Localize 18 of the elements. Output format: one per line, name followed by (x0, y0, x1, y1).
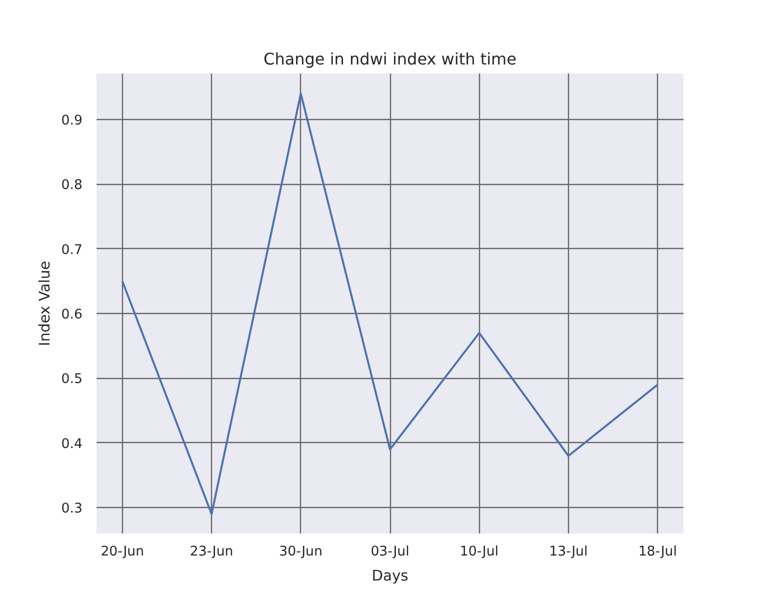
y-tick-label: 0.5 (61, 372, 83, 388)
y-tick-label: 0.3 (61, 502, 83, 517)
line-series (121, 92, 659, 516)
x-axis-title: Days (372, 568, 408, 584)
x-tick-label: 20-Jun (100, 544, 144, 560)
y-tick-label: 0.6 (61, 308, 83, 323)
y-tick-label: 0.4 (61, 436, 83, 452)
y-tick-label: 0.7 (61, 242, 83, 258)
x-tick-label: 23-Jun (190, 544, 234, 560)
x-tick-label: 13-Jul (549, 544, 588, 560)
x-tick-label: 30-Jun (279, 544, 322, 560)
y-tick-label: 0.8 (61, 178, 83, 194)
chart-title: Change in ndwi index with time (264, 50, 516, 68)
x-tick-label: 10-Jul (460, 544, 499, 560)
x-tick-label: 18-Jul (638, 544, 677, 560)
y-axis-title: Index Value (36, 260, 54, 346)
y-tick-label: 0.9 (61, 113, 83, 128)
x-tick-label: 03-Jul (370, 544, 410, 560)
